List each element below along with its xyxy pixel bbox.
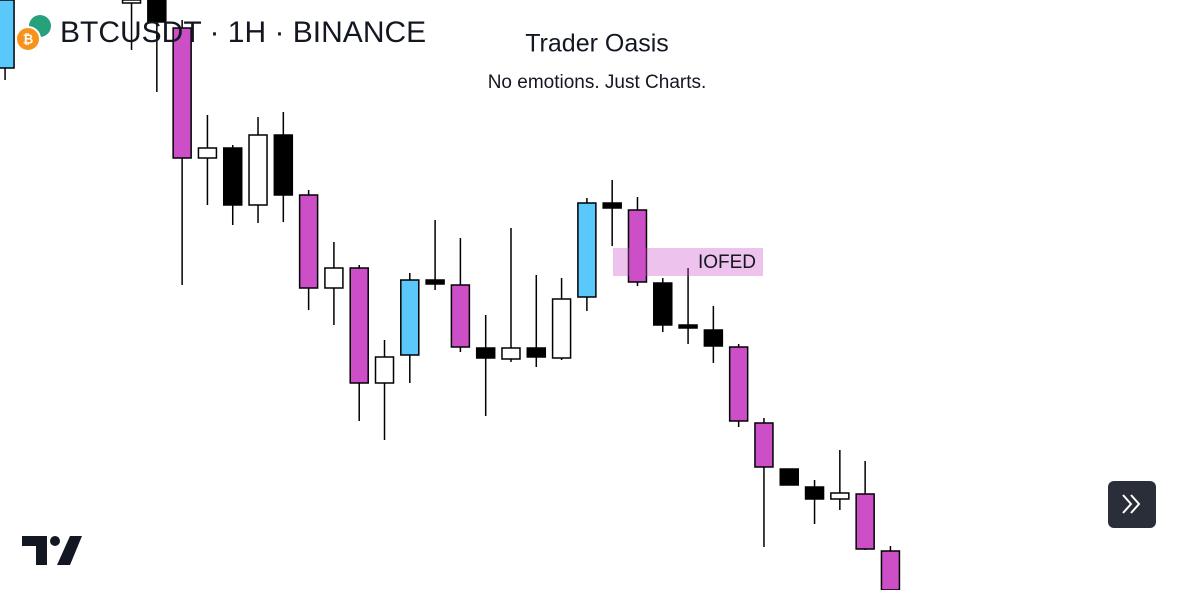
annotation-box [613, 248, 763, 276]
candle-body [0, 0, 15, 69]
chart-title: Trader Oasis [525, 30, 669, 58]
candle-body [475, 347, 496, 359]
candle-body [602, 202, 622, 209]
candle-body [728, 346, 749, 422]
bitcoin-icon [15, 26, 41, 52]
candle-body [349, 267, 369, 384]
candle-body [779, 468, 800, 486]
candle-body [298, 194, 319, 289]
candle-body [222, 147, 243, 206]
candle-body [121, 0, 142, 4]
logo [22, 536, 82, 565]
chart-subtitle: No emotions. Just Charts. [488, 72, 707, 93]
candle-body [551, 298, 572, 359]
candle-body [172, 27, 192, 159]
candle-body [678, 324, 698, 329]
candle-body [830, 492, 850, 500]
candle-body [880, 550, 901, 590]
candle-body [526, 347, 547, 358]
candle-body [374, 356, 395, 384]
candle-body [324, 267, 344, 289]
candle-body [400, 279, 420, 356]
candle-body [425, 279, 445, 285]
symbol: BTCUSDT · 1H · BINANCE [60, 16, 426, 49]
candles [0, 0, 901, 590]
candle-body [501, 347, 521, 360]
candle-body [147, 0, 167, 23]
candle-body [450, 284, 471, 348]
candle-body [754, 422, 774, 468]
candle-body [197, 147, 218, 159]
candle-body [248, 134, 268, 206]
candle-body [577, 202, 597, 298]
candle-body [855, 493, 875, 550]
expand-button[interactable] [1108, 481, 1156, 528]
bitcoin-glyph: ₿ [23, 31, 34, 46]
annotation: IOFED [698, 252, 756, 273]
candle-body [703, 329, 724, 347]
candle-body [627, 209, 648, 283]
candle-body [653, 282, 673, 326]
candle-body [273, 134, 294, 196]
candle-body [804, 486, 825, 500]
